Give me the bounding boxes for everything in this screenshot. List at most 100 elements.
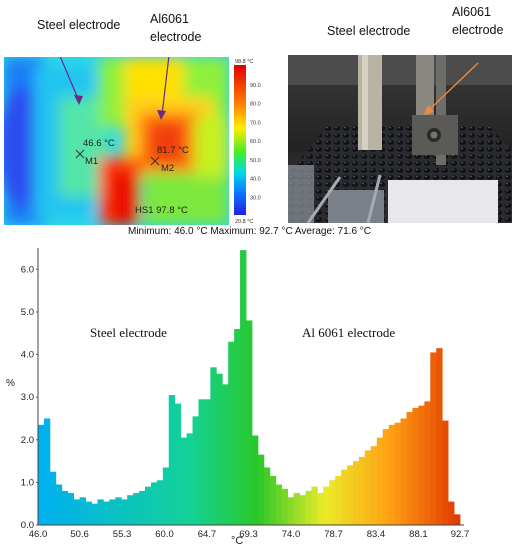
steel-electrode-rod [358, 55, 382, 150]
histogram-bar [418, 405, 425, 525]
histogram-bar [347, 465, 354, 525]
photo-al-arrow-head [424, 105, 434, 115]
y-tick-label: 0.0 [21, 520, 34, 531]
m1-reading: 46.6 °C [83, 138, 115, 149]
histogram-bar [257, 454, 265, 525]
histogram-bar [97, 499, 104, 525]
histogram-bar [162, 467, 170, 525]
histogram-bar [305, 490, 312, 525]
electrode-photo [288, 55, 512, 224]
histogram-bar [430, 352, 437, 525]
histogram-bar [115, 497, 122, 525]
histogram-bar [210, 367, 217, 525]
scale-tick-label: 60.0 [250, 139, 261, 145]
x-tick-label: 83.4 [367, 529, 386, 540]
histogram-bar [293, 493, 300, 525]
histogram-bar [174, 403, 182, 525]
histogram-bar [353, 461, 360, 525]
scale-tick-label: 40.0 [250, 177, 261, 183]
steel-arrow-head [74, 95, 83, 105]
histogram-bar [263, 467, 271, 525]
y-axis-label: % [6, 378, 15, 389]
histogram-bar [329, 480, 336, 525]
histogram-bar [156, 480, 164, 525]
histogram-bar [454, 514, 461, 525]
histogram-bar [133, 493, 140, 525]
x-tick-label: 50.6 [70, 529, 89, 540]
histogram-bar [287, 497, 294, 525]
histogram-bar [382, 429, 390, 525]
x-tick-label: 74.0 [282, 529, 301, 540]
x-tick-label: 88.1 [409, 529, 428, 540]
histogram-bar [388, 424, 396, 525]
histogram-bar [67, 493, 75, 525]
histogram-bar [79, 497, 86, 525]
histogram-bar [442, 420, 449, 525]
photo-label-al-line2: electrode [452, 23, 504, 37]
x-tick-label: 60.0 [155, 529, 174, 540]
histogram-bar [73, 499, 80, 525]
m2-label: M2 [161, 163, 174, 174]
histogram-bar [38, 424, 45, 525]
histogram-bar [275, 484, 283, 525]
histogram-bar [168, 395, 176, 525]
histogram-bar [228, 341, 235, 525]
histogram-bar [186, 433, 193, 525]
histogram-bar [269, 475, 277, 525]
y-tick-label: 2.0 [21, 435, 34, 446]
hotspot-reading: HS1 97.8 °C [135, 205, 188, 216]
histogram-bar [91, 503, 98, 525]
al-arrow-line [161, 46, 171, 116]
histogram-bar [103, 501, 110, 525]
histogram-bar [376, 437, 384, 525]
annotation-al6061: Al 6061 electrode [302, 325, 395, 340]
thermal-heat-regions [0, 57, 229, 225]
photo-scene [288, 55, 512, 224]
x-tick-label: 78.7 [324, 529, 343, 540]
annotation-steel: Steel electrode [90, 325, 167, 340]
temperature-histogram: 0.0 1.0 2.0 3.0 4.0 5.0 6.0 46.0 50.6 55.3 60.0 64… [6, 248, 470, 547]
thermal-map: 98.8 °C 20.8 °C 90.0 80.0 70.0 60.0 50.0 40.0… [0, 36, 272, 225]
histogram-bar [234, 328, 241, 525]
thermal-label-al-line1: Al6061 [150, 12, 189, 26]
al-arrow-head [157, 110, 166, 120]
histogram-bar [335, 475, 342, 525]
scale-tick-label: 70.0 [250, 120, 261, 126]
scale-tick-label: 80.0 [250, 102, 261, 108]
histogram-bar [192, 416, 199, 525]
histogram-bar [299, 495, 306, 525]
photo-label-al-line1: Al6061 [452, 5, 491, 19]
histogram-bar [251, 435, 259, 525]
histogram-bar [412, 407, 419, 525]
x-tick-label: 55.3 [113, 529, 132, 540]
photo-al-arrow [427, 62, 479, 112]
x-tick-label: 64.7 [198, 529, 217, 540]
photo-label-steel: Steel electrode [327, 24, 411, 38]
histogram-bar [55, 484, 63, 525]
y-tick-labels: 0.0 1.0 2.0 3.0 4.0 5.0 6.0 [21, 264, 34, 531]
histogram-bar [144, 486, 152, 525]
histogram-bar [424, 401, 431, 525]
histogram-bar [180, 437, 187, 525]
histogram-bars [38, 250, 461, 525]
x-tick-label: 46.0 [29, 529, 48, 540]
histogram-bar [358, 456, 366, 525]
m2-reading: 81.7 °C [157, 145, 189, 156]
histogram-bar [311, 486, 318, 525]
thermal-label-steel: Steel electrode [37, 18, 121, 32]
m1-label: M1 [85, 156, 98, 167]
histogram-bar [204, 399, 211, 525]
x-axis-label: °C [231, 535, 243, 547]
histogram-bar [43, 418, 51, 525]
histogram-bar [85, 501, 92, 525]
histogram-bar [222, 384, 229, 525]
histogram-bar [394, 422, 401, 525]
histogram-bar [436, 348, 443, 525]
histogram-bar [448, 501, 455, 525]
histogram-bar [216, 373, 223, 525]
histogram-bar [198, 399, 205, 525]
histogram-bar [281, 488, 289, 525]
scale-min: 20.8 °C [235, 219, 253, 225]
y-tick-label: 3.0 [21, 392, 34, 403]
x-tick-labels: 46.0 50.6 55.3 60.0 64.7 69.3 74.0 78.7 83.4 88.1… [29, 529, 470, 540]
